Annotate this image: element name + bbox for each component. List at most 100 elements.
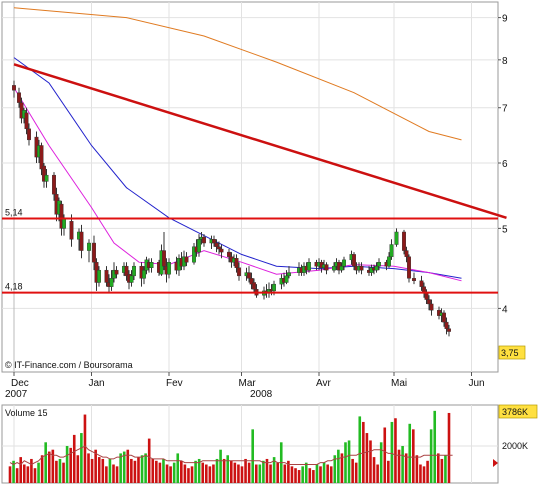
volume-bar — [33, 468, 37, 483]
volume-bar — [354, 462, 358, 483]
candle-body — [149, 262, 154, 268]
volume-bar — [319, 466, 322, 483]
volume-bar — [94, 449, 97, 483]
candle-body — [374, 265, 379, 271]
volume-bar — [108, 458, 112, 483]
volume-bar — [401, 446, 404, 483]
volume-bar — [444, 455, 447, 483]
volume-bar — [408, 423, 412, 483]
volume-bar — [208, 466, 212, 483]
volume-bar — [47, 451, 51, 483]
candle-body — [141, 269, 146, 279]
candle-body — [402, 231, 407, 251]
volume-bar — [155, 460, 158, 483]
candle-body — [79, 231, 84, 251]
volume-bar — [447, 412, 451, 483]
volume-bar — [80, 433, 83, 483]
candle-body — [184, 256, 189, 263]
volume-bar — [254, 464, 258, 483]
volume-bar — [144, 453, 147, 483]
candle-body — [196, 239, 201, 253]
candle-body — [114, 269, 119, 275]
volume-bar — [55, 460, 58, 483]
volume-bar — [69, 447, 72, 483]
candle-body — [191, 246, 196, 263]
candlesticks — [11, 80, 452, 337]
candle-body — [324, 264, 329, 271]
y-tick-label: 5 — [502, 224, 508, 235]
volume-tick-2000k: 2000K — [502, 441, 528, 451]
candle-body — [234, 258, 239, 268]
volume-bar — [76, 455, 80, 483]
candle-body — [96, 269, 101, 283]
candle-body — [211, 239, 216, 244]
volume-bar — [205, 464, 208, 483]
volume-bar — [229, 460, 233, 483]
candle-body — [131, 265, 136, 277]
volume-bar — [297, 470, 301, 483]
volume-bar — [87, 453, 90, 483]
volume-bar — [362, 421, 365, 483]
volume-bar — [294, 468, 297, 483]
candle-body — [27, 128, 32, 141]
x-tick-label: Jan — [89, 378, 105, 389]
volume-bar — [419, 464, 422, 483]
volume-bar — [269, 464, 272, 483]
y-tick-label: 9 — [502, 14, 508, 25]
candle-body — [272, 283, 277, 292]
volume-bar — [151, 458, 155, 483]
volume-bar — [426, 460, 429, 483]
volume-bar — [412, 429, 415, 483]
volume-bar — [308, 468, 312, 483]
candle-body — [52, 174, 57, 195]
volume-bar — [90, 458, 94, 483]
volume-bar — [226, 455, 230, 483]
volume-bar — [147, 438, 151, 483]
volume-bar — [72, 434, 76, 483]
candle-body — [287, 272, 292, 277]
candle-body — [17, 92, 22, 103]
volume-title: Volume 15 — [5, 408, 48, 418]
volume-bar — [344, 442, 347, 483]
candle-body — [236, 267, 241, 277]
volume-bar — [115, 466, 119, 483]
candle-body — [249, 278, 254, 285]
last-volume-badge — [498, 404, 538, 419]
candle-body — [86, 242, 91, 251]
year-label-2007: 2007 — [5, 389, 28, 400]
volume-bar — [290, 466, 294, 483]
overlays: 5,14 4,18 — [2, 63, 507, 294]
volume-bar — [105, 466, 108, 483]
volume-bar — [376, 464, 379, 483]
candle-body — [442, 312, 447, 323]
candle-body — [427, 299, 432, 305]
volume-bar — [83, 414, 87, 483]
volume-bar — [97, 457, 101, 483]
scroll-right-arrow-icon[interactable] — [493, 459, 498, 467]
candle-body — [11, 85, 16, 91]
x-tick-label: Mar — [239, 378, 257, 389]
candle-body — [412, 278, 417, 282]
volume-bar — [119, 453, 122, 483]
volume-bar — [351, 458, 354, 483]
volume-bar — [304, 462, 308, 483]
volume-bar — [133, 460, 137, 483]
volume-bar — [212, 464, 215, 483]
last-volume-value: 3786K — [502, 407, 528, 417]
volume-bar — [322, 462, 326, 483]
volume-bars — [8, 410, 453, 483]
volume-bar — [326, 464, 329, 483]
volume-bar — [272, 457, 276, 483]
volume-bar — [237, 464, 240, 483]
candle-body — [307, 262, 312, 271]
volume-bar — [37, 462, 40, 483]
volume-bar — [40, 455, 44, 483]
candle-body — [42, 165, 47, 182]
volume-bar — [333, 455, 337, 483]
volume-bar — [22, 464, 26, 483]
year-label-2008: 2008 — [250, 389, 273, 400]
candle-body — [216, 246, 221, 250]
volume-bar — [140, 455, 144, 483]
volume-bar — [137, 457, 140, 483]
candle-body — [444, 321, 449, 329]
